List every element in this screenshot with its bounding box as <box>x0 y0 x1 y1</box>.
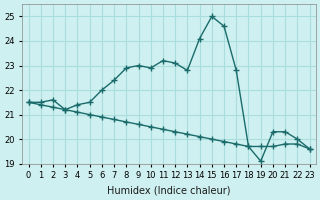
X-axis label: Humidex (Indice chaleur): Humidex (Indice chaleur) <box>107 186 231 196</box>
